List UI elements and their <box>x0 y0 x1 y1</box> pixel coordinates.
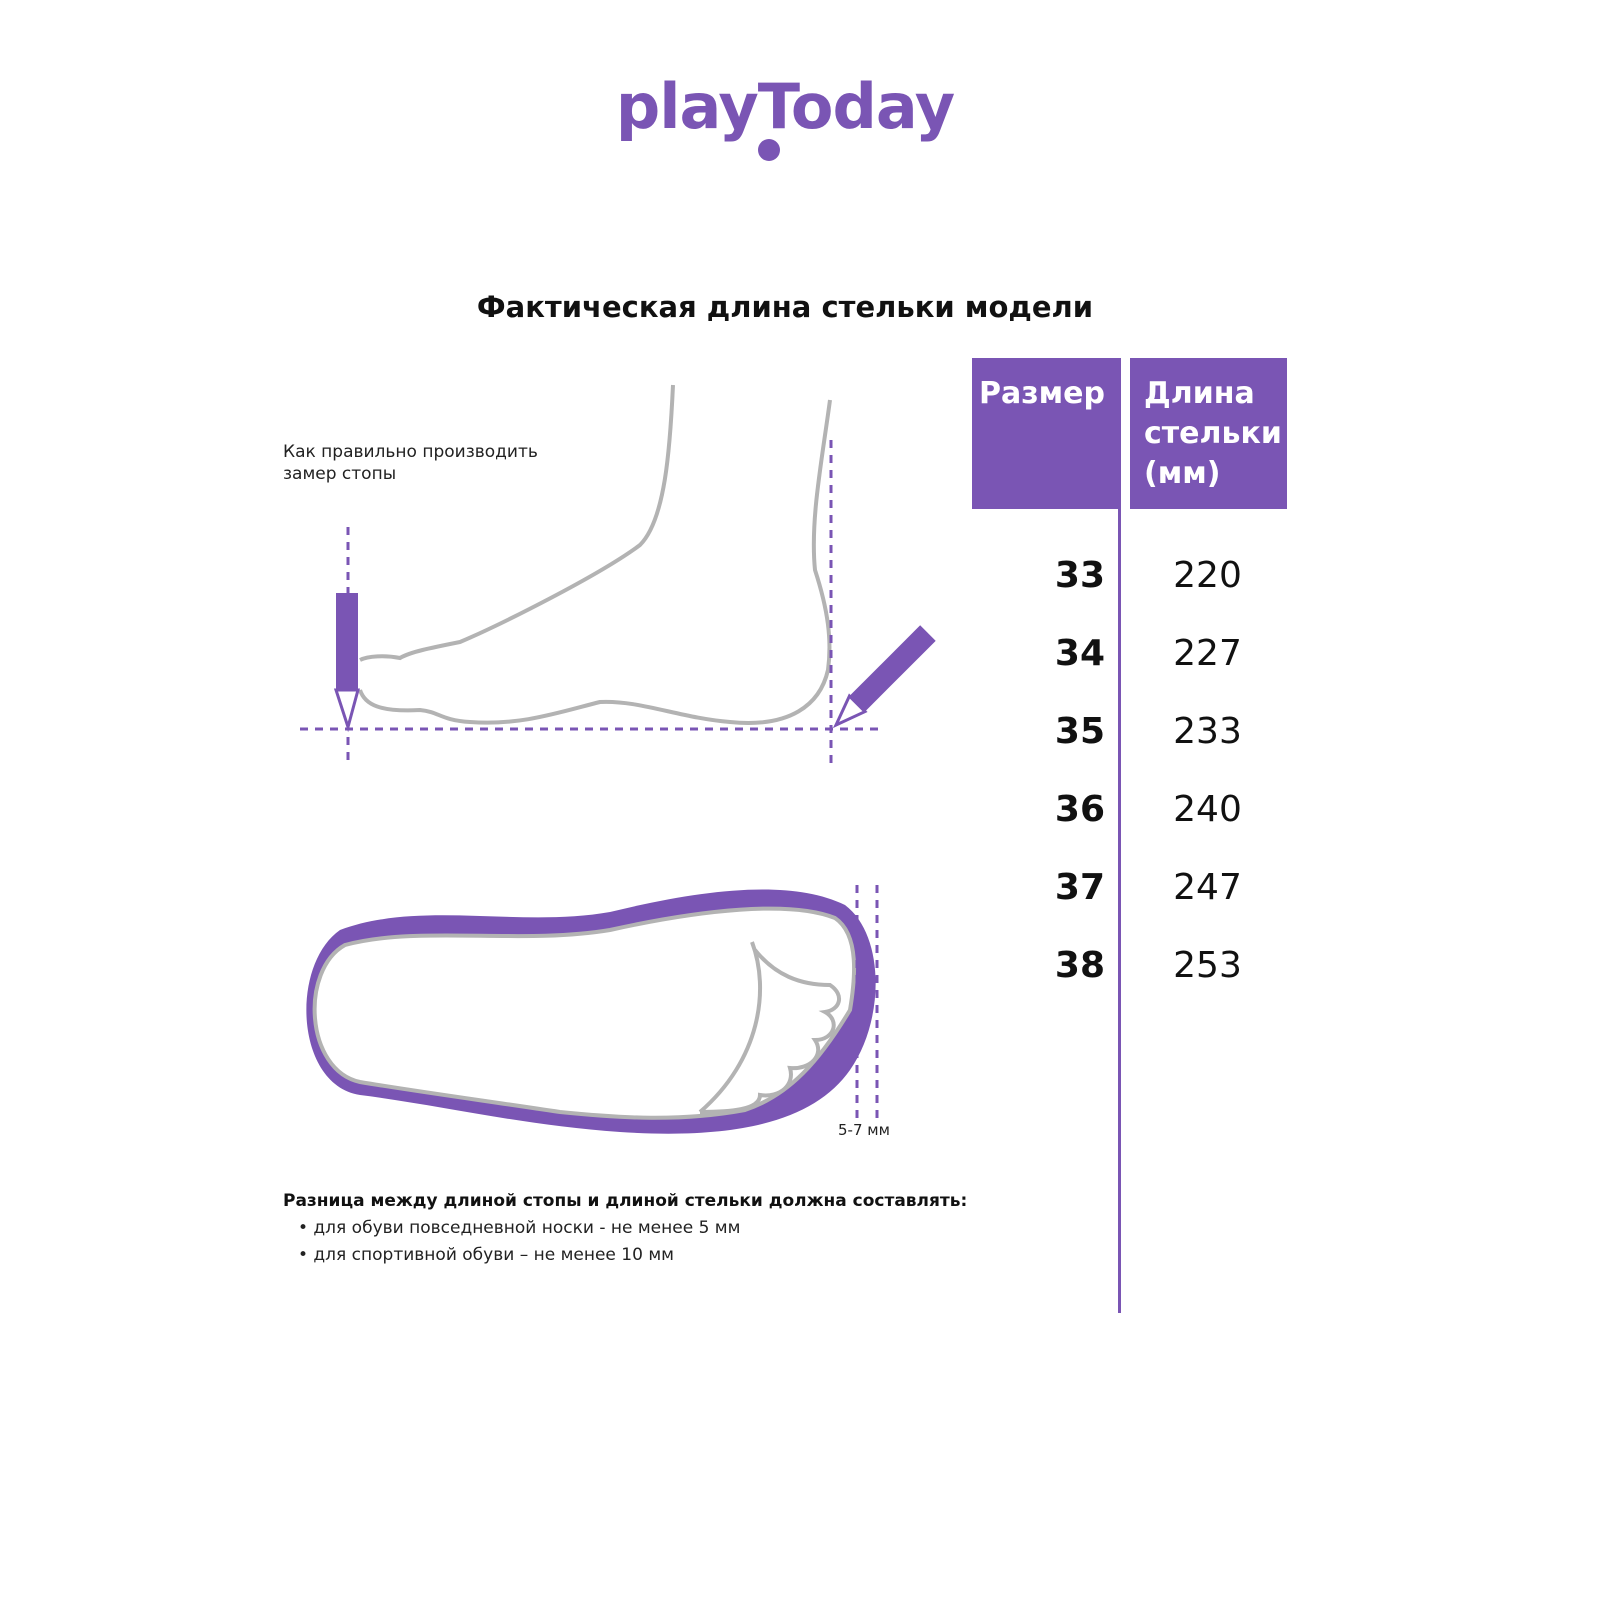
size-cell: 33 <box>1054 555 1105 596</box>
header-insole-length: Длина стельки (мм) <box>1130 358 1287 509</box>
length-cell: 253 <box>1173 945 1242 986</box>
logo-dot <box>758 139 780 161</box>
size-cell: 37 <box>1054 867 1105 908</box>
note-bullet: • для обуви повседневной носки - не мене… <box>298 1218 741 1238</box>
size-cell: 35 <box>1054 711 1105 752</box>
note-title: Разница между длиной стопы и длиной стел… <box>283 1191 968 1211</box>
page-title: Фактическая длина стельки модели <box>476 290 1094 324</box>
insole-top-view <box>306 889 876 1134</box>
note-bullet: • для спортивной обуви – не менее 10 мм <box>298 1245 674 1265</box>
instructions-line: замер стопы <box>283 464 397 484</box>
foot-side-view <box>358 384 832 725</box>
brand-logo: playToday <box>615 70 955 143</box>
size-cell: 34 <box>1054 633 1105 674</box>
length-cell: 240 <box>1173 789 1242 830</box>
length-cell: 227 <box>1173 633 1242 674</box>
pencil-right-icon <box>832 625 936 729</box>
gap-label: 5-7 мм <box>838 1121 890 1139</box>
length-cell: 233 <box>1173 711 1242 752</box>
size-cell: 38 <box>1054 945 1105 986</box>
pencil-left-icon <box>333 593 360 733</box>
header-size: Размер <box>972 358 1120 509</box>
gap-guides <box>855 885 879 1125</box>
measure-instructions: Как правильно производить замер стопы <box>283 441 538 485</box>
length-cell: 247 <box>1173 867 1242 908</box>
table-divider <box>1118 358 1121 1313</box>
instructions-line: Как правильно производить <box>283 442 538 462</box>
length-cell: 220 <box>1173 555 1242 596</box>
size-cell: 36 <box>1054 789 1105 830</box>
